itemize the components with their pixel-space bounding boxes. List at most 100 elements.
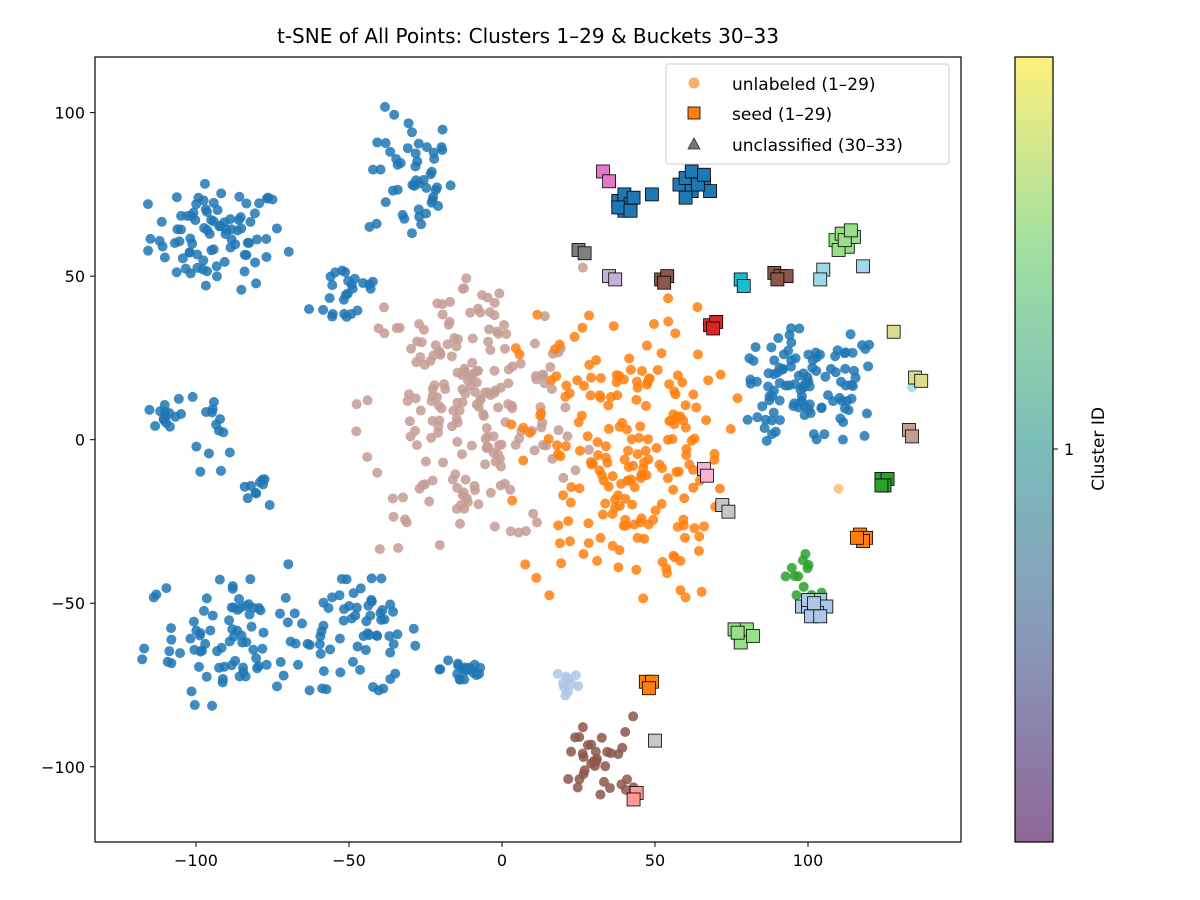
unlabeled-point [461,273,472,284]
unlabeled-point [144,404,155,415]
unlabeled-point [628,711,639,722]
unlabeled-point [189,644,200,655]
unlabeled-point [457,490,468,501]
unlabeled-point [263,192,274,203]
unlabeled-point [437,124,448,135]
unlabeled-point [515,358,526,369]
seed-point [700,468,714,483]
unlabeled-point [578,752,589,763]
unlabeled-point [501,329,512,340]
unlabeled-point [341,311,352,322]
unlabeled-point [211,261,222,272]
unlabeled-point [344,601,355,612]
unlabeled-point [643,454,654,465]
unlabeled-point [355,664,366,675]
x-tick-label: 100 [793,851,824,870]
unlabeled-point [154,235,165,246]
unlabeled-point [611,377,622,388]
unlabeled-point [304,304,315,315]
unlabeled-point [145,233,156,244]
unlabeled-point [586,372,597,383]
unlabeled-point [605,391,616,402]
unlabeled-point [186,211,197,222]
unlabeled-point [459,363,470,374]
unlabeled-point [536,408,547,419]
unlabeled-point [565,536,576,547]
unlabeled-point [218,427,229,438]
unlabeled-point [379,101,390,112]
unlabeled-point [200,204,211,215]
unlabeled-point [847,381,858,392]
unlabeled-point [650,505,661,516]
unlabeled-point [338,615,349,626]
unlabeled-point [688,464,699,475]
unlabeled-point [171,192,182,203]
unlabeled-point [797,555,808,566]
seed-point [914,373,929,388]
colorbar-tick-label: 1 [1064,440,1074,459]
unlabeled-point [476,290,487,301]
unlabeled-point [216,642,227,653]
unlabeled-point [412,156,423,167]
unlabeled-point [584,359,595,370]
y-tick-label: 50 [65,267,85,286]
unlabeled-point [448,405,459,416]
unlabeled-point [583,538,594,549]
unlabeled-point [457,384,468,395]
unlabeled-point [604,783,615,794]
unlabeled-point [529,445,540,456]
unlabeled-point [164,646,175,657]
unlabeled-point [429,380,440,391]
unlabeled-point [143,245,154,256]
unlabeled-point [560,441,571,452]
unlabeled-point [335,667,346,678]
unlabeled-point [769,355,780,366]
unlabeled-point [838,417,849,428]
unlabeled-point [669,552,680,563]
unlabeled-point [507,361,518,372]
unlabeled-point [199,178,210,189]
unlabeled-point [544,590,555,601]
unlabeled-point [410,148,421,159]
unlabeled-point [678,520,689,531]
unlabeled-point [443,655,454,666]
seed-point [645,187,659,202]
x-tick-label: −50 [332,851,366,870]
unlabeled-point [194,630,205,641]
unlabeled-point [400,514,411,525]
unlabeled-point [406,228,417,239]
seed-point [623,203,638,218]
unlabeled-point [385,146,396,157]
unlabeled-point [455,518,466,529]
unlabeled-point [595,789,606,800]
unlabeled-point [691,402,702,413]
unlabeled-point [426,396,437,407]
unlabeled-point [636,513,647,524]
unlabeled-point [656,498,667,509]
unlabeled-point [234,191,245,202]
unlabeled-point [648,319,659,330]
unlabeled-point [437,309,448,320]
unlabeled-point [651,442,662,453]
unlabeled-point [392,629,403,640]
unlabeled-point [757,401,768,412]
unlabeled-point [594,465,605,476]
unlabeled-point [845,329,856,340]
unlabeled-point [243,599,254,610]
unlabeled-point [436,142,447,153]
unlabeled-point [418,324,429,335]
unlabeled-point [421,208,432,219]
unlabeled-point [552,440,563,451]
unlabeled-point [258,627,269,638]
unlabeled-point [767,390,778,401]
unlabeled-point [424,496,435,507]
unlabeled-point [849,365,860,376]
unlabeled-point [467,333,478,344]
unlabeled-point [790,353,801,364]
unlabeled-point [811,434,822,445]
unlabeled-point [602,457,613,468]
unlabeled-point [242,493,253,504]
unlabeled-point [752,412,763,423]
unlabeled-point [434,415,445,426]
unlabeled-point [795,384,806,395]
